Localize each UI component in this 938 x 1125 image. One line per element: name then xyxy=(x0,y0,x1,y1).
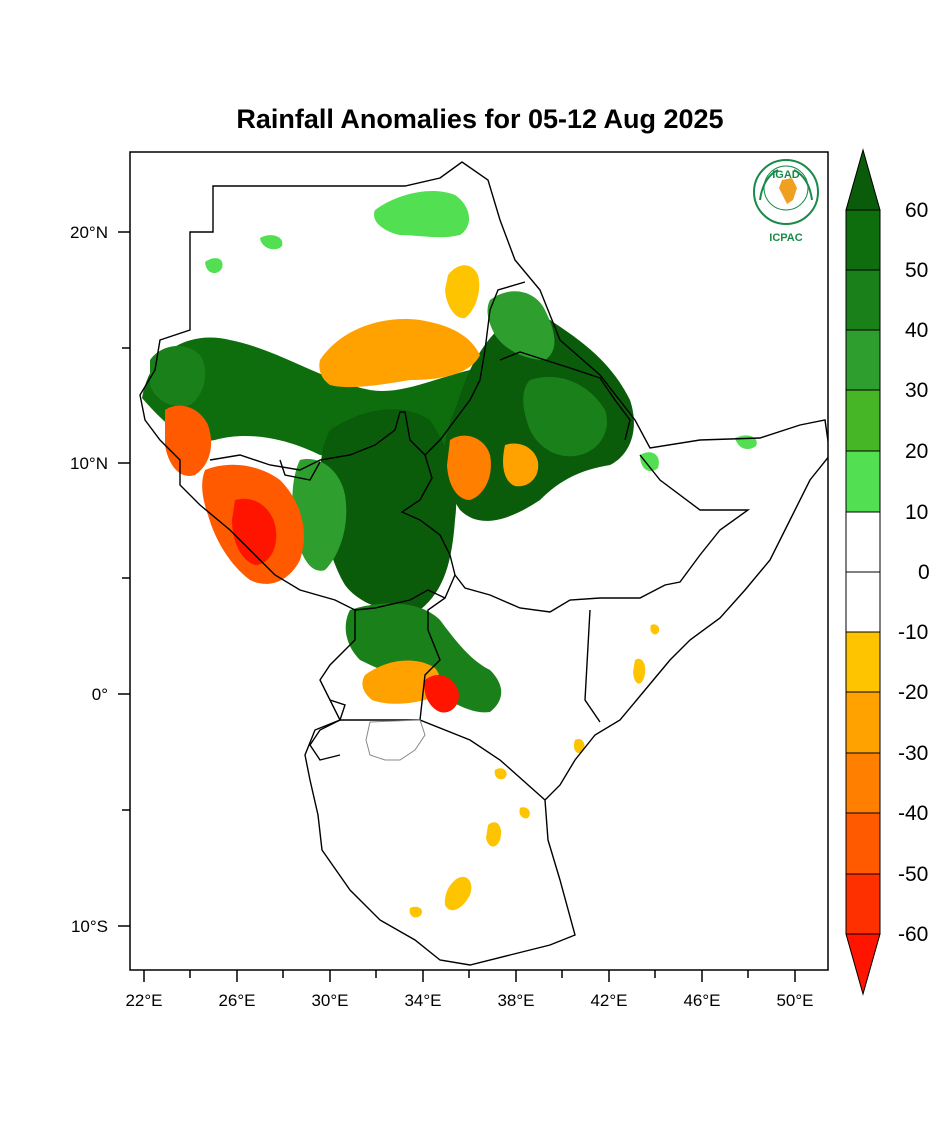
dry-region-chad-border xyxy=(165,405,212,476)
colorbar-bottom-arrow xyxy=(845,933,881,996)
colorbar-label-60: 60 xyxy=(905,199,928,222)
colorbar-label-10: 10 xyxy=(905,501,928,524)
wet-region-ethiopia-east xyxy=(523,376,608,457)
lon-label-42e: 42°E xyxy=(590,991,627,1010)
logo-inner-ring xyxy=(763,165,809,211)
colorbar-bin-neg60-neg50 xyxy=(845,873,881,935)
colorbar-label-neg40: -40 xyxy=(898,802,928,825)
colorbar-labels: 60 50 40 30 20 10 0 -10 -20 -30 -40 -50 … xyxy=(898,199,930,946)
lat-label-0: 0° xyxy=(92,685,108,704)
colorbar-label-0: 0 xyxy=(918,561,930,584)
colorbar-bin-neg10-0 xyxy=(845,571,881,633)
colorbar-label-neg50: -50 xyxy=(898,863,928,886)
colorbar-bin-neg20-neg10 xyxy=(845,631,881,693)
wet-anomaly-layer xyxy=(142,190,757,713)
colorbar-label-20: 20 xyxy=(905,440,928,463)
lon-label-22e: 22°E xyxy=(125,991,162,1010)
colorbar-bin-30-40 xyxy=(845,329,881,391)
colorbar-bin-10-20 xyxy=(845,450,881,513)
wet-region-uganda xyxy=(345,603,502,713)
lat-label-10n: 10°N xyxy=(70,454,108,473)
dry-anomaly-layer xyxy=(165,265,660,918)
colorbar-label-neg10: -10 xyxy=(898,621,928,644)
colorbar-label-neg30: -30 xyxy=(898,742,928,765)
colorbar-bin-50-60 xyxy=(845,209,881,271)
colorbar-bin-neg50-neg40 xyxy=(845,812,881,875)
colorbar-top-arrow xyxy=(845,148,881,211)
colorbar-label-30: 30 xyxy=(905,379,928,402)
lat-label-20n: 20°N xyxy=(70,223,108,242)
boundary-uganda-south xyxy=(340,589,446,721)
wet-region-south-sudan-west xyxy=(292,459,347,571)
wet-region-south-sudan xyxy=(320,409,457,612)
icpac-logo: IGAD ICPAC xyxy=(753,159,819,244)
dry-region-lake-victoria-north xyxy=(362,660,441,704)
logo-bottom-text: ICPAC xyxy=(769,232,802,244)
lon-label-50e: 50°E xyxy=(776,991,813,1010)
region-outer-boundary xyxy=(139,161,828,966)
boundary-rwanda-burundi xyxy=(309,699,346,761)
colorbar-label-40: 40 xyxy=(905,319,928,342)
lat-label-10s: 10°S xyxy=(71,917,108,936)
colorbar-bin-neg40-neg30 xyxy=(845,752,881,814)
dry-region-sudan-north xyxy=(445,265,480,319)
logo-laurel-icon xyxy=(759,169,813,201)
dry-region-ethiopia-central xyxy=(503,443,539,487)
lake-victoria xyxy=(365,719,426,761)
longitude-axis xyxy=(143,970,796,982)
colorbar-bin-20-30 xyxy=(845,389,881,452)
logo-top-text: IGAD xyxy=(772,169,800,181)
colorbar-bin-0-10 xyxy=(845,511,881,573)
country-boundaries xyxy=(139,161,828,966)
colorbar-bin-40-50 xyxy=(845,269,881,331)
logo-africa-icon xyxy=(779,178,797,204)
colorbar: 60 50 40 30 20 10 0 -10 -20 -30 -40 -50 … xyxy=(845,148,930,996)
colorbar-bin-neg30-neg20 xyxy=(845,691,881,754)
dry-region-car-core xyxy=(232,498,277,565)
latitude-axis xyxy=(118,231,130,927)
boundary-car-south-sudan xyxy=(279,459,321,481)
colorbar-label-50: 50 xyxy=(905,259,928,282)
lon-label-26e: 26°E xyxy=(218,991,255,1010)
dry-region-central-sudan xyxy=(319,319,480,388)
boundary-kenya xyxy=(419,574,601,801)
wet-region-west-edge xyxy=(150,345,206,407)
colorbar-label-neg60: -60 xyxy=(898,923,928,946)
colorbar-label-neg20: -20 xyxy=(898,681,928,704)
lon-label-30e: 30°E xyxy=(311,991,348,1010)
wet-region-northeast-sudan xyxy=(374,190,470,238)
map-plot-area: 20°N 10°N 0° 10°S 22°E 26°E 30°E xyxy=(70,151,829,1010)
latitude-labels: 20°N 10°N 0° 10°S xyxy=(70,223,108,936)
boundary-ethiopia-west xyxy=(400,454,751,613)
dry-region-ethiopia-west xyxy=(447,435,491,500)
map-title: Rainfall Anomalies for 05-12 Aug 2025 xyxy=(236,104,724,134)
boundary-ethiopia-north xyxy=(499,351,631,441)
wet-region-eritrea xyxy=(487,291,555,360)
anomaly-field xyxy=(139,161,828,966)
lon-label-38e: 38°E xyxy=(497,991,534,1010)
dry-region-kenya-west xyxy=(424,675,459,713)
longitude-labels: 22°E 26°E 30°E 34°E 38°E 42°E 46°E 50°E xyxy=(125,991,813,1010)
lon-label-34e: 34°E xyxy=(404,991,441,1010)
lon-label-46e: 46°E xyxy=(683,991,720,1010)
boundary-sudan-south xyxy=(209,281,526,471)
dry-region-tanzania-patches xyxy=(409,768,530,918)
